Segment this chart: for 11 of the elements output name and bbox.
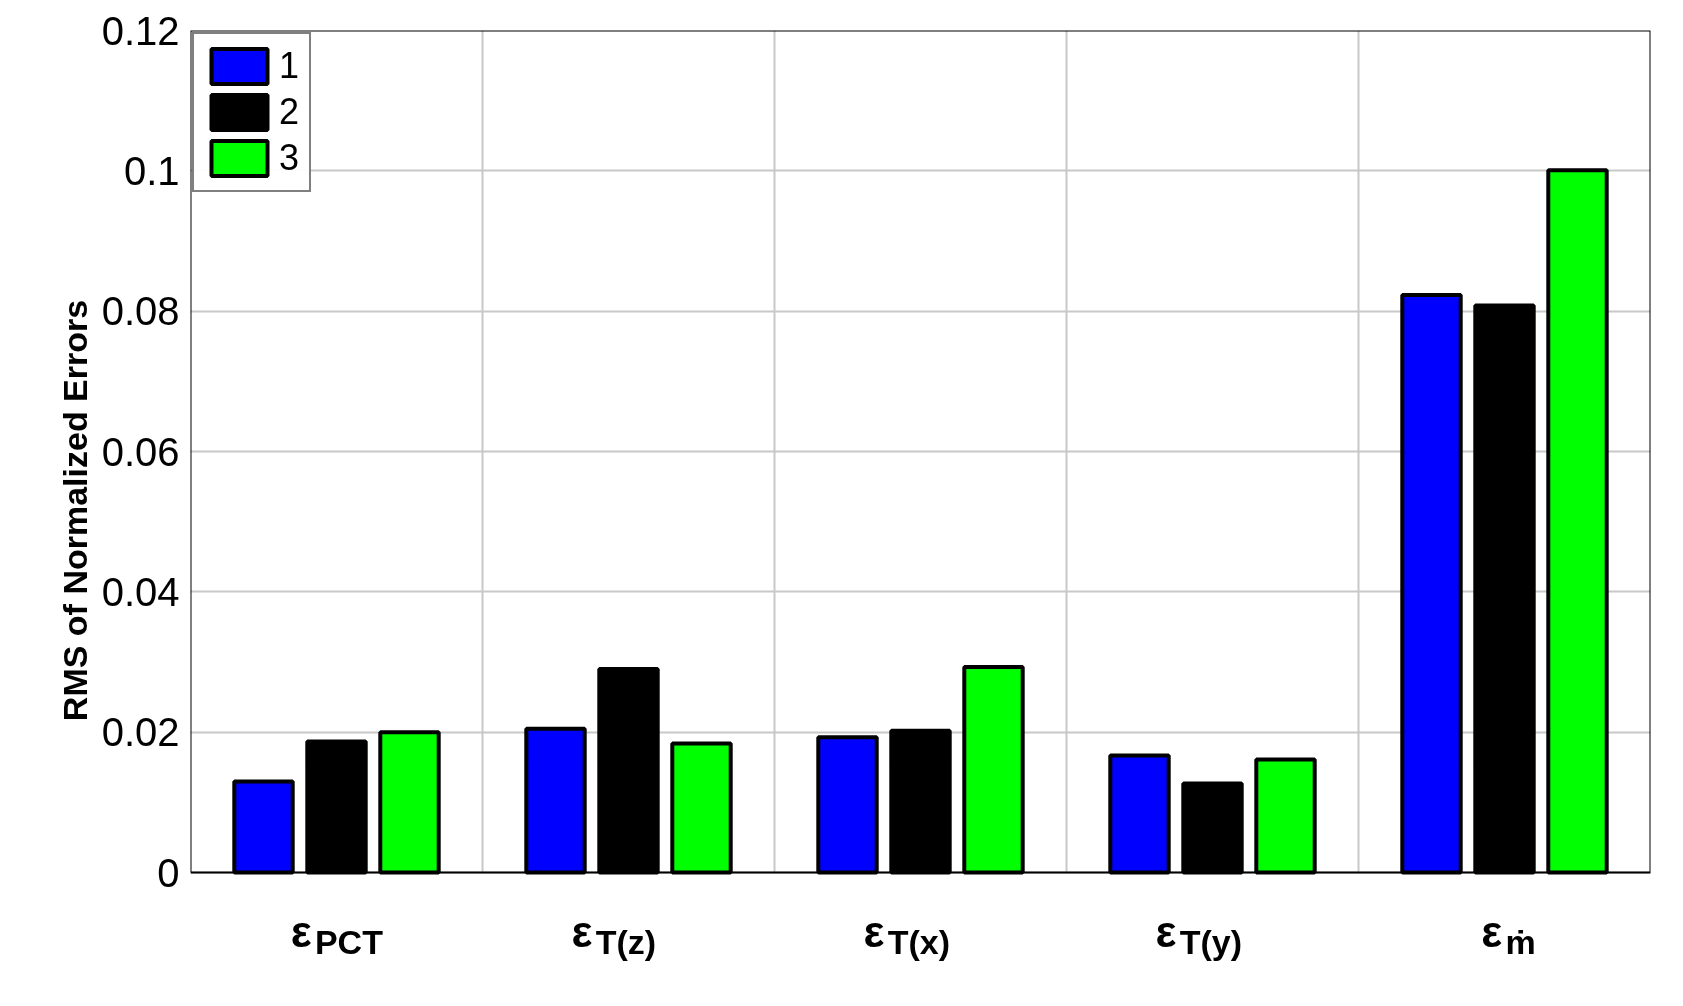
- legend-label: 2: [279, 91, 300, 133]
- y-tick-label: 0.02: [101, 710, 180, 755]
- legend-label: 1: [279, 45, 300, 87]
- y-tick-label: 0.06: [101, 429, 180, 474]
- y-tick-label: 0: [157, 850, 180, 895]
- y-tick-label: 0.1: [123, 148, 180, 193]
- y-tick-label: 0.12: [101, 8, 180, 53]
- y-tick-label: 0.08: [101, 289, 180, 334]
- y-tick-label: 0.04: [101, 569, 180, 614]
- y-axis-title: RMS of Normalized Errors: [55, 299, 94, 722]
- legend-label: 3: [279, 137, 300, 179]
